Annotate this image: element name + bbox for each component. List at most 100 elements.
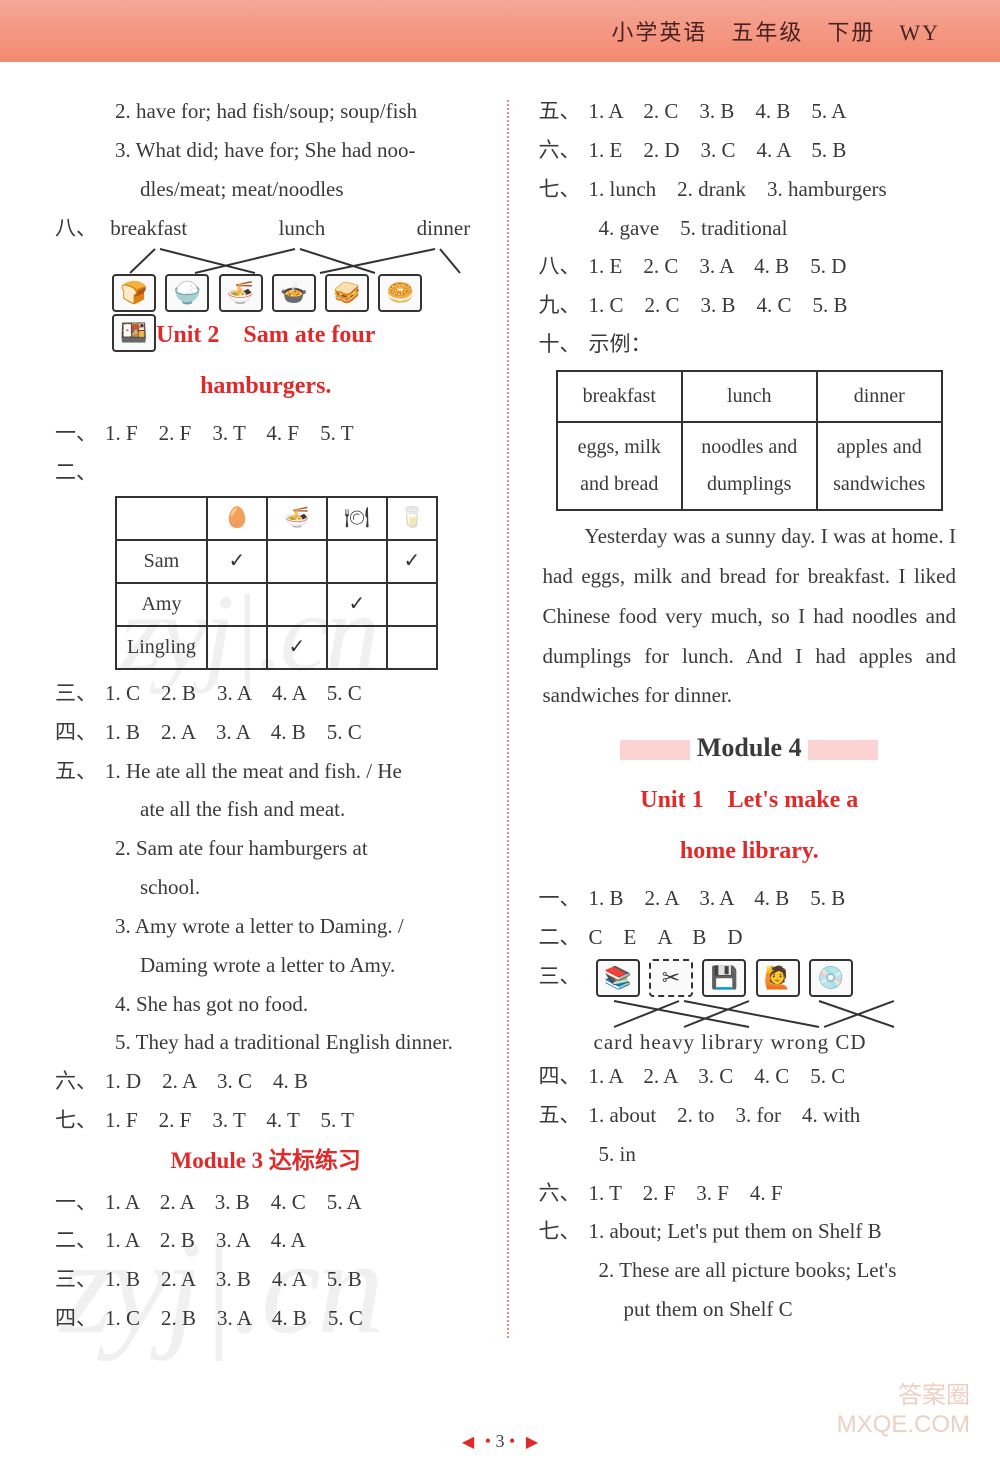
section-eight: 八、 breakfast lunch dinner 🍞 🍚 xyxy=(55,209,477,308)
cell: 🥛 xyxy=(387,497,437,540)
label: 六、 xyxy=(539,131,589,170)
line: 1. about; Let's put them on Shelf B xyxy=(589,1219,882,1243)
line: 3. Amy wrote a letter to Daming. / xyxy=(55,907,477,946)
brand: 答案圈 xyxy=(898,1382,970,1409)
label: 五、 xyxy=(539,1096,589,1135)
cell: lunch xyxy=(682,371,817,422)
triangle-icon: ▶ xyxy=(526,1434,538,1451)
food-icon: 🍜 xyxy=(219,274,263,312)
triangle-icon: ◀ xyxy=(462,1434,474,1451)
paragraph: Yesterday was a sunny day. I was at home… xyxy=(539,517,961,716)
item-icon: 🙋 xyxy=(756,959,800,997)
line: school. xyxy=(55,868,477,907)
food-icon: 🥪 xyxy=(325,274,369,312)
label: 八、 xyxy=(539,247,589,286)
cell: dinner xyxy=(817,371,942,422)
meal-table: breakfast lunch dinner eggs, milk and br… xyxy=(556,370,943,511)
answers: 1. A 2. A 3. B 4. C 5. A xyxy=(105,1190,362,1214)
cell: eggs, milk and bread xyxy=(557,422,682,510)
label: 二、 xyxy=(539,918,589,957)
label: 四、 xyxy=(55,713,105,752)
food-icon: 🍲 xyxy=(272,274,316,312)
title-text: Module 4 xyxy=(697,733,802,762)
label: 三、 xyxy=(539,957,589,996)
cell xyxy=(267,583,327,626)
label: 三、 xyxy=(55,674,105,713)
cell xyxy=(387,626,437,669)
cell xyxy=(267,540,327,583)
header-text: 小学英语 五年级 下册 WY xyxy=(611,15,940,47)
module-title: Module 4 xyxy=(539,724,961,772)
answers: 1. B 2. A 3. A 4. B 5. C xyxy=(105,720,362,744)
answers: 1. A 2. A 3. C 4. C 5. C xyxy=(589,1064,846,1088)
answers: 1. D 2. A 3. C 4. B xyxy=(105,1069,308,1093)
label: 四、 xyxy=(55,1299,105,1338)
cell xyxy=(327,540,387,583)
table-row: Sam ✓ ✓ xyxy=(116,540,437,583)
food-icon: 🍚 xyxy=(165,274,209,312)
food-icon: 🍱 xyxy=(112,314,156,352)
cell: Amy xyxy=(116,583,207,626)
cell xyxy=(387,583,437,626)
label: 六、 xyxy=(55,1062,105,1101)
cell: 🍜 xyxy=(267,497,327,540)
table-row: eggs, milk and bread noodles and dumplin… xyxy=(557,422,942,510)
answers: 5. in xyxy=(539,1135,961,1174)
answers: 1. C 2. B 3. A 4. A 5. C xyxy=(105,681,362,705)
unit-title: Unit 1 Let's make a xyxy=(539,778,961,822)
answers: C E A B D xyxy=(589,925,743,949)
label: 十、 xyxy=(539,325,589,364)
food-icon: 🍞 xyxy=(112,274,156,312)
answers: 1. B 2. A 3. B 4. A 5. B xyxy=(105,1267,362,1291)
label: 一、 xyxy=(55,414,105,453)
words: card heavy library wrong CD xyxy=(594,1023,867,1062)
answers: 1. F 2. F 3. T 4. F 5. T xyxy=(105,421,354,445)
cell xyxy=(207,626,267,669)
left-column: 2. have for; had fish/soup; soup/fish 3.… xyxy=(55,92,477,1338)
item-icon: 📚 xyxy=(596,959,640,997)
cell xyxy=(116,497,207,540)
answers: 1. T 2. F 3. F 4. F xyxy=(589,1181,783,1205)
label: 六、 xyxy=(539,1174,589,1213)
cell: Lingling xyxy=(116,626,207,669)
label: 三、 xyxy=(55,1260,105,1299)
label: 四、 xyxy=(539,1057,589,1096)
right-column: 五、1. A 2. C 3. B 4. B 5. A 六、1. E 2. D 3… xyxy=(539,92,961,1338)
line: 2. Sam ate four hamburgers at xyxy=(55,829,477,868)
label: 五、 xyxy=(539,92,589,131)
cell: ✓ xyxy=(327,583,387,626)
answers: 1. B 2. A 3. A 4. B 5. B xyxy=(589,886,846,910)
cell: 🍽 xyxy=(327,497,387,540)
answers: 1. lunch 2. drank 3. hamburgers xyxy=(589,177,887,201)
label: 七、 xyxy=(539,1212,589,1251)
label: 七、 xyxy=(539,170,589,209)
label: 二、 xyxy=(55,1221,105,1260)
answers: 1. A 2. C 3. B 4. B 5. A xyxy=(589,99,847,123)
table-section-2: 🥚 🍜 🍽 🥛 Sam ✓ ✓ Amy ✓ Lingling xyxy=(115,496,438,670)
line: 1. He ate all the meat and fish. / He xyxy=(105,759,402,783)
cell xyxy=(327,626,387,669)
cell: Sam xyxy=(116,540,207,583)
line: put them on Shelf C xyxy=(539,1290,961,1329)
table-row: Amy ✓ xyxy=(116,583,437,626)
line: 3. What did; have for; She had noo- xyxy=(55,131,477,170)
item-icon: ✂ xyxy=(649,959,693,997)
section-three: 三、 📚 ✂ 💾 🙋 💿 card heavy library wrong CD xyxy=(539,957,961,1043)
cell: breakfast xyxy=(557,371,682,422)
label: 八、 xyxy=(55,209,105,248)
label: 七、 xyxy=(55,1101,105,1140)
cell: noodles and dumplings xyxy=(682,422,817,510)
line: ate all the fish and meat. xyxy=(55,790,477,829)
item-icon: 💾 xyxy=(702,959,746,997)
text: 示例： xyxy=(589,332,652,356)
item-icon: 💿 xyxy=(809,959,853,997)
label: 一、 xyxy=(539,879,589,918)
unit-title: hamburgers. xyxy=(55,364,477,408)
cell: ✓ xyxy=(267,626,327,669)
food-icon: 🥯 xyxy=(378,274,422,312)
answers: 1. C 2. B 3. A 4. B 5. C xyxy=(105,1306,363,1330)
line: 2. have for; had fish/soup; soup/fish xyxy=(55,92,477,131)
label: 一、 xyxy=(55,1183,105,1222)
page-header: 小学英语 五年级 下册 WY xyxy=(0,0,1000,62)
line: 2. These are all picture books; Let's xyxy=(539,1251,961,1290)
